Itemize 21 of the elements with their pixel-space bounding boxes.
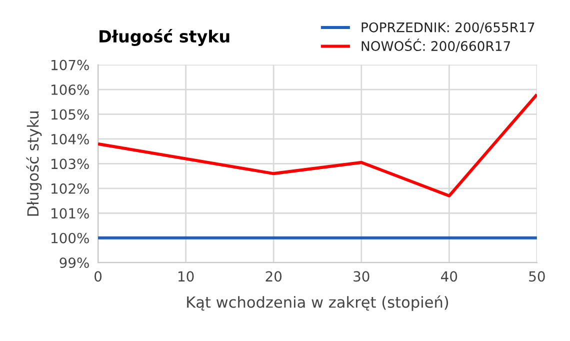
- y-tick-label: 102%: [52, 183, 89, 194]
- line-series: [98, 92, 537, 198]
- y-tick-label: 99%: [60, 258, 89, 268]
- y-tick-label: 100%: [52, 232, 89, 244]
- legend-label: NOWOŚĆ: 200/660R17: [362, 38, 510, 52]
- y-axis-title: Długość styku: [26, 112, 42, 216]
- y-tick-label: 107%: [52, 60, 89, 70]
- y-tick-label: 106%: [52, 84, 89, 95]
- x-tick-label: 20: [266, 271, 282, 282]
- x-tick-label: 50: [529, 271, 545, 282]
- y-tick-label: 103%: [52, 158, 89, 170]
- chart-title: Długość styku: [100, 29, 230, 46]
- y-tick-label: 105%: [52, 109, 89, 120]
- legend-label: POPRZEDNIK: 200/655R17: [362, 22, 534, 34]
- x-tick-label: 0: [94, 271, 102, 282]
- y-tick-label: 104%: [52, 134, 89, 144]
- x-axis-title: Kąt wchodzenia w zakręt (stopień): [187, 295, 448, 311]
- x-tick-label: 40: [441, 271, 458, 282]
- y-tick-label: 101%: [52, 208, 89, 219]
- x-tick-label: 10: [178, 271, 194, 282]
- x-tick-label: 30: [354, 271, 370, 282]
